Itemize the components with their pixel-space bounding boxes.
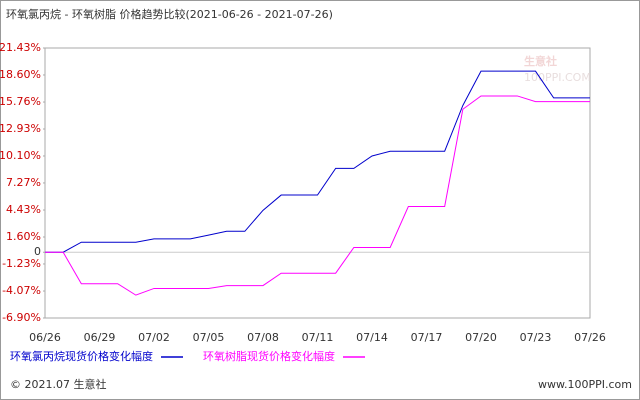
- y-tick-label: -1.23%: [2, 257, 41, 270]
- x-tick-label: 07/02: [138, 331, 170, 344]
- y-tick-label: 1.60%: [6, 230, 41, 243]
- x-tick-label: 07/14: [356, 331, 388, 344]
- y-tick-label: -4.07%: [2, 284, 41, 297]
- y-tick-label: 0: [34, 245, 41, 258]
- x-tick-label: 07/23: [520, 331, 552, 344]
- footer-right: www.100PPI.com: [538, 378, 632, 391]
- watermark: 100PPI.COM: [524, 71, 591, 84]
- watermark: 生意社: [524, 54, 557, 68]
- y-tick-label: 4.43%: [6, 203, 41, 216]
- legend-label: 环氧氯丙烷现货价格变化幅度: [10, 349, 153, 363]
- y-tick-label: 10.10%: [0, 149, 41, 162]
- x-tick-label: 07/11: [302, 331, 334, 344]
- y-tick-label: 7.27%: [6, 176, 41, 189]
- x-tick-label: 07/05: [193, 331, 225, 344]
- chart-title: 环氧氯丙烷 - 环氧树脂 价格趋势比较(2021-06-26 - 2021-07…: [6, 7, 333, 21]
- y-tick-label: 15.76%: [0, 95, 41, 108]
- x-tick-label: 07/17: [411, 331, 443, 344]
- footer-left: © 2021.07 生意社: [10, 377, 106, 391]
- y-tick-label: 18.60%: [0, 68, 41, 81]
- x-tick-label: 06/26: [29, 331, 61, 344]
- series-line: [45, 70, 590, 253]
- y-tick-label: 21.43%: [0, 41, 41, 54]
- series-line: [45, 95, 590, 296]
- x-tick-label: 07/20: [465, 331, 497, 344]
- x-tick-label: 07/26: [574, 331, 606, 344]
- y-tick-label: -6.90%: [2, 311, 41, 324]
- y-tick-label: 12.93%: [0, 122, 41, 135]
- legend-label: 环氧树脂现货价格变化幅度: [203, 349, 335, 363]
- x-tick-label: 06/29: [84, 331, 116, 344]
- x-tick-label: 07/08: [247, 331, 279, 344]
